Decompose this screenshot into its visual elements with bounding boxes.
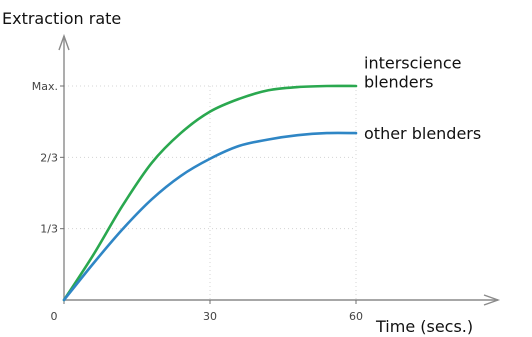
y-axis-arrow-icon: [58, 33, 70, 51]
series-line-other-blenders: [62, 131, 358, 302]
series-label-interscience-blenders: blenders: [364, 73, 434, 92]
axis-ticks: 1/3 2/3 Max. 0 30 60: [32, 80, 363, 323]
x-axis-arrow-icon: [483, 294, 501, 306]
y-tick-label: 1/3: [40, 223, 58, 236]
y-tick-label: 2/3: [40, 151, 58, 164]
grid-lines: [64, 85, 357, 300]
x-axis-label: Time (secs.): [375, 317, 473, 336]
y-axis-label: Extraction rate: [2, 9, 121, 28]
series-label-interscience-blenders: interscience: [364, 54, 461, 73]
x-tick-label: 60: [349, 310, 363, 323]
series-line-interscience-blenders: [62, 84, 358, 302]
y-tick-label: Max.: [32, 80, 58, 93]
data-series: [62, 84, 358, 302]
x-tick-label: 0: [51, 310, 58, 323]
series-label-other-blenders: other blenders: [364, 124, 481, 143]
x-tick-label: 30: [203, 310, 217, 323]
axes: [58, 33, 501, 306]
